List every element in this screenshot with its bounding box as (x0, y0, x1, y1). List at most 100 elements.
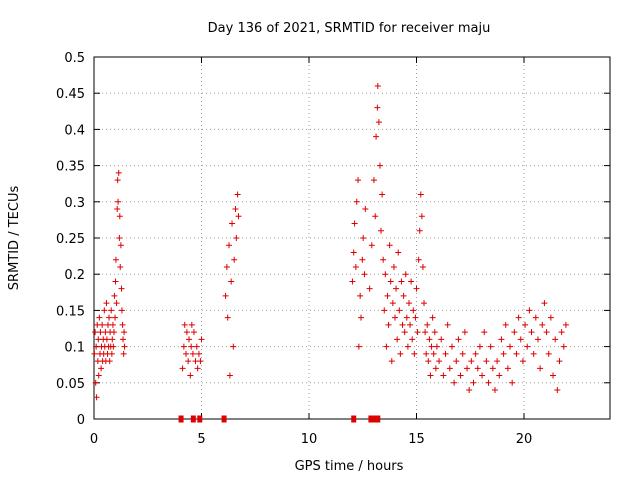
data-point (374, 82, 381, 89)
y-tick-label: 0.1 (64, 341, 85, 356)
data-point (188, 343, 195, 350)
data-point (389, 300, 396, 307)
data-point (373, 133, 380, 140)
data-point (431, 329, 438, 336)
y-tick-label: 0.3 (64, 196, 85, 211)
data-point (496, 372, 503, 379)
data-point (372, 213, 379, 220)
data-point (350, 249, 357, 256)
data-point (532, 314, 539, 321)
data-point (417, 191, 424, 198)
zero-marker (368, 415, 374, 423)
data-point (457, 372, 464, 379)
y-axis-label: SRMTID / TECUs (7, 186, 22, 291)
data-point (464, 365, 471, 372)
data-point (352, 263, 359, 270)
data-point (197, 358, 204, 365)
x-tick-label: 5 (197, 432, 205, 447)
data-point (550, 372, 557, 379)
data-point (421, 300, 428, 307)
data-point (515, 314, 522, 321)
data-point (524, 343, 531, 350)
data-point (383, 343, 390, 350)
data-point (537, 365, 544, 372)
data-point (109, 336, 116, 343)
data-point (491, 387, 498, 394)
data-point (562, 321, 569, 328)
data-point (186, 336, 193, 343)
data-point (96, 314, 103, 321)
data-point (388, 358, 395, 365)
data-point (113, 300, 120, 307)
data-point (355, 343, 362, 350)
data-point (528, 329, 535, 336)
data-point (180, 343, 187, 350)
data-point (387, 278, 394, 285)
data-point (466, 387, 473, 394)
data-point (390, 263, 397, 270)
data-point (502, 321, 509, 328)
data-point (400, 292, 407, 299)
data-point (374, 104, 381, 111)
data-point (494, 358, 501, 365)
data-point (375, 119, 382, 126)
tick-labels: 0 0.05 0.1 0.15 0.2 0.25 0.3 0.35 0.4 0.45 0.5 0 5 10… (56, 51, 532, 447)
data-point (112, 314, 119, 321)
data-point (399, 321, 406, 328)
data-point (233, 235, 240, 241)
data-point (222, 292, 229, 299)
data-point (487, 343, 494, 350)
data-point (223, 263, 230, 270)
y-tick-label: 0.25 (56, 232, 85, 247)
data-point (425, 358, 432, 365)
zero-marker (197, 415, 203, 423)
data-point (410, 307, 417, 314)
data-point (230, 343, 237, 350)
data-point (519, 358, 526, 365)
data-point (183, 350, 190, 357)
data-point (361, 271, 368, 278)
data-point (109, 321, 116, 328)
data-point (407, 321, 414, 328)
data-point (380, 256, 387, 263)
data-point (366, 285, 373, 292)
data-point (98, 365, 105, 372)
data-point (416, 227, 423, 234)
data-point (397, 350, 404, 357)
data-point (99, 321, 106, 328)
data-point (476, 343, 483, 350)
data-point (224, 314, 231, 321)
data-point (470, 379, 477, 386)
data-point (234, 191, 241, 198)
zero-marker (190, 415, 196, 423)
data-point (92, 379, 99, 386)
x-tick-label: 10 (301, 432, 318, 447)
data-point (108, 350, 115, 357)
data-point (402, 271, 409, 278)
data-point (229, 220, 236, 227)
data-point (513, 350, 520, 357)
data-point (115, 198, 122, 205)
data-point (198, 336, 205, 343)
y-tick-label: 0.45 (56, 87, 85, 102)
data-point (526, 307, 533, 314)
y-tick-label: 0.35 (56, 160, 85, 175)
data-point (430, 350, 437, 357)
data-point (103, 336, 110, 343)
data-point (541, 300, 548, 307)
data-point (188, 321, 195, 328)
data-point (190, 329, 197, 336)
data-point (433, 343, 440, 350)
zero-marker (351, 415, 357, 423)
zero-marker (178, 415, 184, 423)
data-point (386, 242, 393, 249)
data-point (468, 358, 475, 365)
data-point (504, 365, 511, 372)
data-point (228, 278, 235, 285)
data-point (117, 263, 124, 270)
data-point (120, 350, 127, 357)
data-point (442, 350, 449, 357)
data-point (423, 350, 430, 357)
y-tick-label: 0 (77, 413, 85, 428)
